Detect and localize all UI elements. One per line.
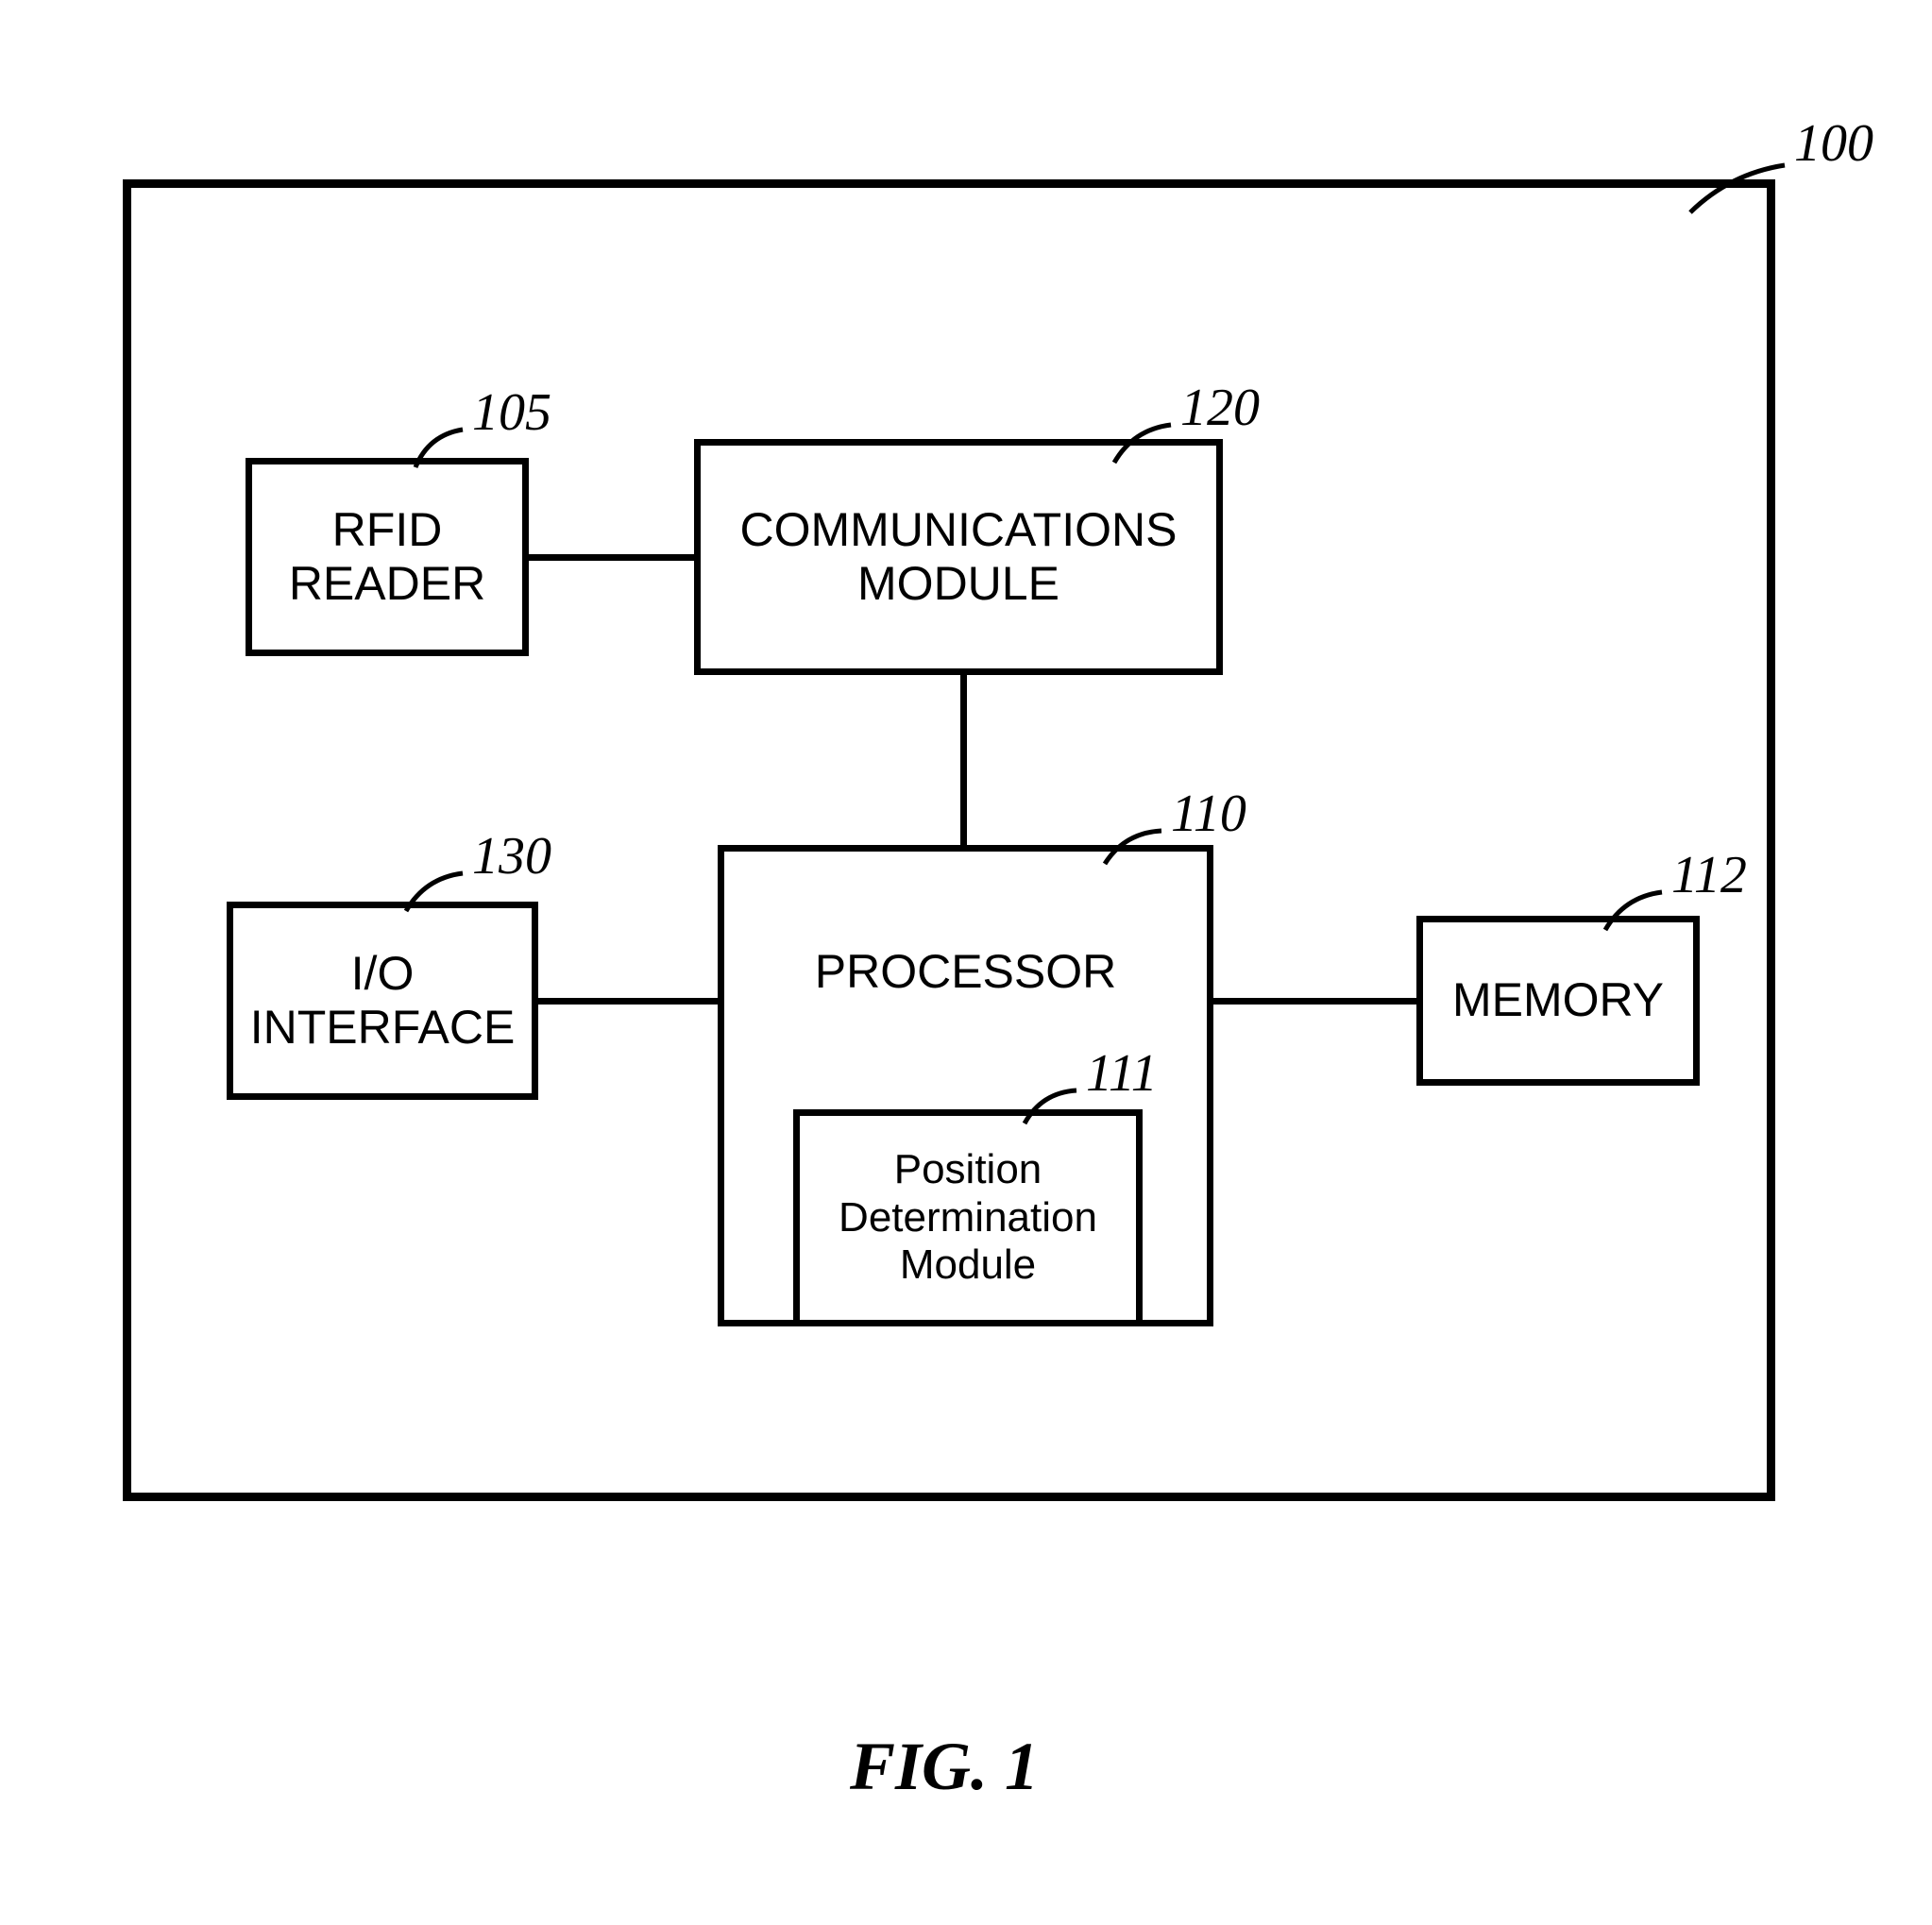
connector-comms-to-processor [960,675,967,845]
leader-arc-100 [1690,165,1785,212]
leader-arc-111 [1025,1090,1076,1123]
connector-rfid_reader-to-comms [529,554,694,561]
leader-arc-105 [415,430,463,467]
leader-arc-130 [406,873,463,911]
connector-processor-to-memory [1213,998,1416,1005]
leader-arc-120 [1114,425,1171,463]
connector-io_interface-to-processor [538,998,718,1005]
leader-arc-110 [1105,831,1161,864]
leader-lines-layer [0,0,1932,1925]
leader-arc-112 [1605,892,1662,930]
